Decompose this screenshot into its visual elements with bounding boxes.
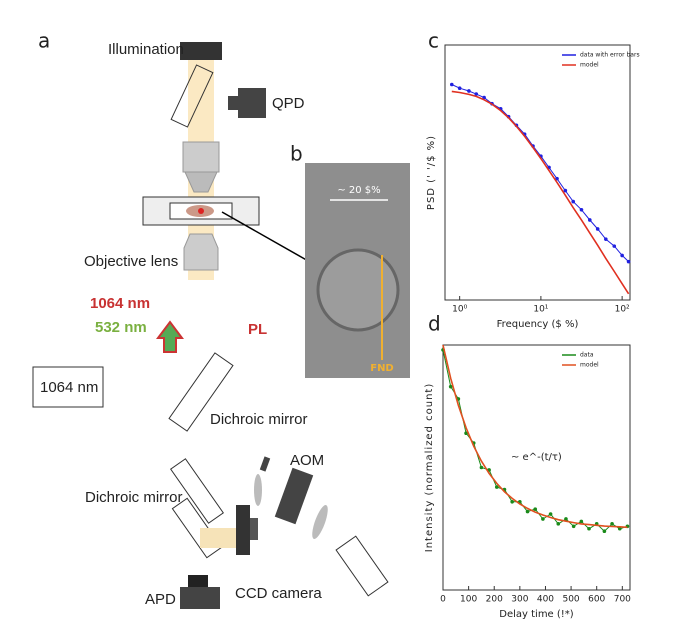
label: Dichroic mirror xyxy=(210,411,308,428)
data-point xyxy=(474,92,479,96)
series-line xyxy=(442,344,628,529)
scale-label: ~ 20 $% xyxy=(337,185,380,196)
legend-label: model xyxy=(580,362,599,369)
panel-label: d xyxy=(428,312,441,336)
data-point xyxy=(548,512,553,516)
data-point xyxy=(595,227,600,231)
data-point xyxy=(464,431,468,436)
label: 1064 nm xyxy=(40,379,98,396)
x-tick-label: 10¹ xyxy=(533,305,548,315)
data-point xyxy=(448,384,453,389)
label: FND xyxy=(370,363,394,374)
x-tick-label: 10⁰ xyxy=(452,305,467,315)
data-point xyxy=(571,199,576,204)
data-point xyxy=(612,244,617,248)
data-point xyxy=(617,526,622,531)
data-point xyxy=(457,86,462,91)
label: PL xyxy=(248,321,267,338)
panel-label: b xyxy=(290,142,303,166)
x-tick-label: 300 xyxy=(511,595,528,605)
data-point xyxy=(602,529,607,533)
label: 532 nm xyxy=(95,319,147,336)
data-point xyxy=(587,526,591,531)
data-point xyxy=(510,500,514,504)
setup-drawing xyxy=(32,42,410,609)
data-point xyxy=(579,207,584,212)
data-point xyxy=(467,89,471,93)
data-point xyxy=(563,188,568,193)
label: Illumination xyxy=(108,41,184,58)
label: 1064 nm xyxy=(90,295,150,312)
data-point xyxy=(541,517,545,521)
series-line xyxy=(451,84,629,262)
label: Dichroic mirror xyxy=(85,489,183,506)
series-line xyxy=(451,90,630,295)
data-point xyxy=(533,507,538,511)
x-tick-label: 0 xyxy=(440,595,446,605)
panel-label: a xyxy=(38,29,50,53)
legend-label: data xyxy=(580,352,594,359)
data-point xyxy=(479,465,484,470)
data-point xyxy=(579,519,584,524)
label: AOM xyxy=(290,452,324,469)
data-point xyxy=(604,237,608,241)
legend-label: data with error bars xyxy=(580,52,640,59)
x-tick-label: 100 xyxy=(460,595,477,605)
data-point xyxy=(555,176,559,181)
data-point xyxy=(588,218,592,222)
plot-frame xyxy=(442,344,631,591)
label: CCD camera xyxy=(235,585,322,602)
legend-label: model xyxy=(580,62,599,69)
x-tick-label: 10² xyxy=(615,305,630,315)
x-axis-label: Frequency ($ %) xyxy=(497,319,579,330)
y-axis-label: PSD (' '/$ %) xyxy=(426,135,437,210)
x-tick-label: 700 xyxy=(614,595,631,605)
x-tick-label: 400 xyxy=(537,595,554,605)
data-point xyxy=(449,82,454,87)
data-point xyxy=(571,524,576,529)
plot-frame xyxy=(444,44,631,301)
data-point xyxy=(482,95,486,100)
data-point xyxy=(494,485,499,489)
data-point xyxy=(620,253,624,258)
data-point xyxy=(556,522,561,526)
label: QPD xyxy=(272,95,305,112)
data-point xyxy=(525,509,530,514)
annotation: ~ e^-(t/τ) xyxy=(511,452,562,463)
data-point xyxy=(610,522,614,526)
x-tick-label: 600 xyxy=(588,595,605,605)
label: Objective lens xyxy=(84,253,178,270)
data-point xyxy=(564,517,568,521)
data-point xyxy=(626,259,631,264)
y-axis-label: Intensity (normalized count) xyxy=(424,383,435,552)
x-axis-label: Delay time (!*) xyxy=(499,609,574,620)
x-tick-label: 500 xyxy=(562,595,579,605)
panel-label: c xyxy=(428,29,439,53)
x-tick-label: 200 xyxy=(486,595,503,605)
label: APD xyxy=(145,591,176,608)
